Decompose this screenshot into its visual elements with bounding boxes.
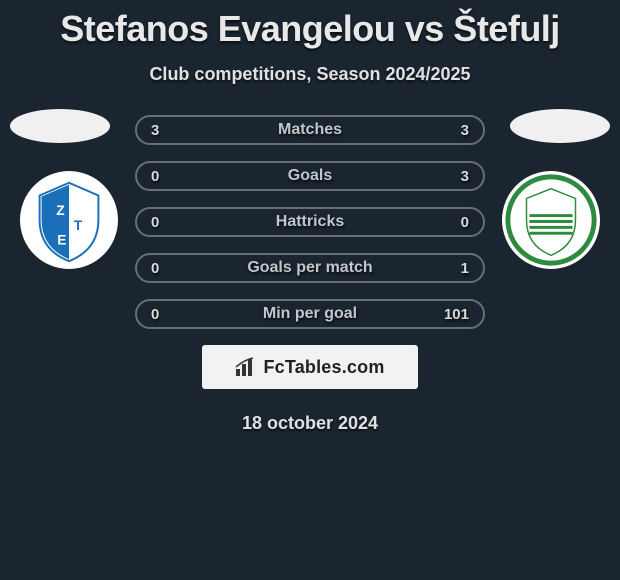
stat-left-value: 0 <box>151 214 159 231</box>
club-logo-left: Z T E <box>20 171 118 269</box>
svg-text:Z: Z <box>56 203 64 218</box>
stat-left-value: 3 <box>151 122 159 139</box>
comparison-date: 18 october 2024 <box>0 413 620 434</box>
bar-chart-icon <box>235 357 257 377</box>
stat-row: 0 Goals per match 1 <box>135 253 485 283</box>
stat-row: 0 Goals 3 <box>135 161 485 191</box>
stat-left-value: 0 <box>151 306 159 323</box>
player-photo-left <box>10 109 110 143</box>
stat-row: 0 Hattricks 0 <box>135 207 485 237</box>
fctables-logo: FcTables.com <box>235 357 384 378</box>
stat-right-value: 1 <box>461 260 469 277</box>
stat-right-value: 3 <box>461 168 469 185</box>
club-logo-right <box>502 171 600 269</box>
page-title: Stefanos Evangelou vs Štefulj <box>0 0 620 50</box>
footer-logo-text: FcTables.com <box>263 357 384 378</box>
stat-row: 0 Min per goal 101 <box>135 299 485 329</box>
player-photo-right <box>510 109 610 143</box>
stat-label: Goals per match <box>247 259 372 277</box>
stat-left-value: 0 <box>151 168 159 185</box>
stat-right-value: 3 <box>461 122 469 139</box>
stat-label: Goals <box>288 167 332 185</box>
stat-label: Min per goal <box>263 305 357 323</box>
svg-text:E: E <box>57 233 66 248</box>
comparison-content: Z T E 3 Matches 3 0 Goals 3 0 Hattric <box>0 115 620 434</box>
page-subtitle: Club competitions, Season 2024/2025 <box>0 64 620 85</box>
svg-text:T: T <box>74 218 83 233</box>
footer-logo-box: FcTables.com <box>202 345 418 389</box>
stat-right-value: 101 <box>444 306 469 323</box>
stat-right-value: 0 <box>461 214 469 231</box>
stat-row: 3 Matches 3 <box>135 115 485 145</box>
stat-left-value: 0 <box>151 260 159 277</box>
stats-list: 3 Matches 3 0 Goals 3 0 Hattricks 0 0 Go… <box>135 115 485 329</box>
stat-label: Matches <box>278 121 342 139</box>
stat-label: Hattricks <box>276 213 344 231</box>
